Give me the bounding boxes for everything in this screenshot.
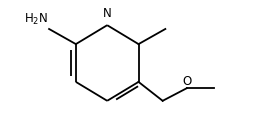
Text: O: O <box>182 75 191 88</box>
Text: N: N <box>103 7 111 20</box>
Text: H$_2$N: H$_2$N <box>24 12 48 27</box>
